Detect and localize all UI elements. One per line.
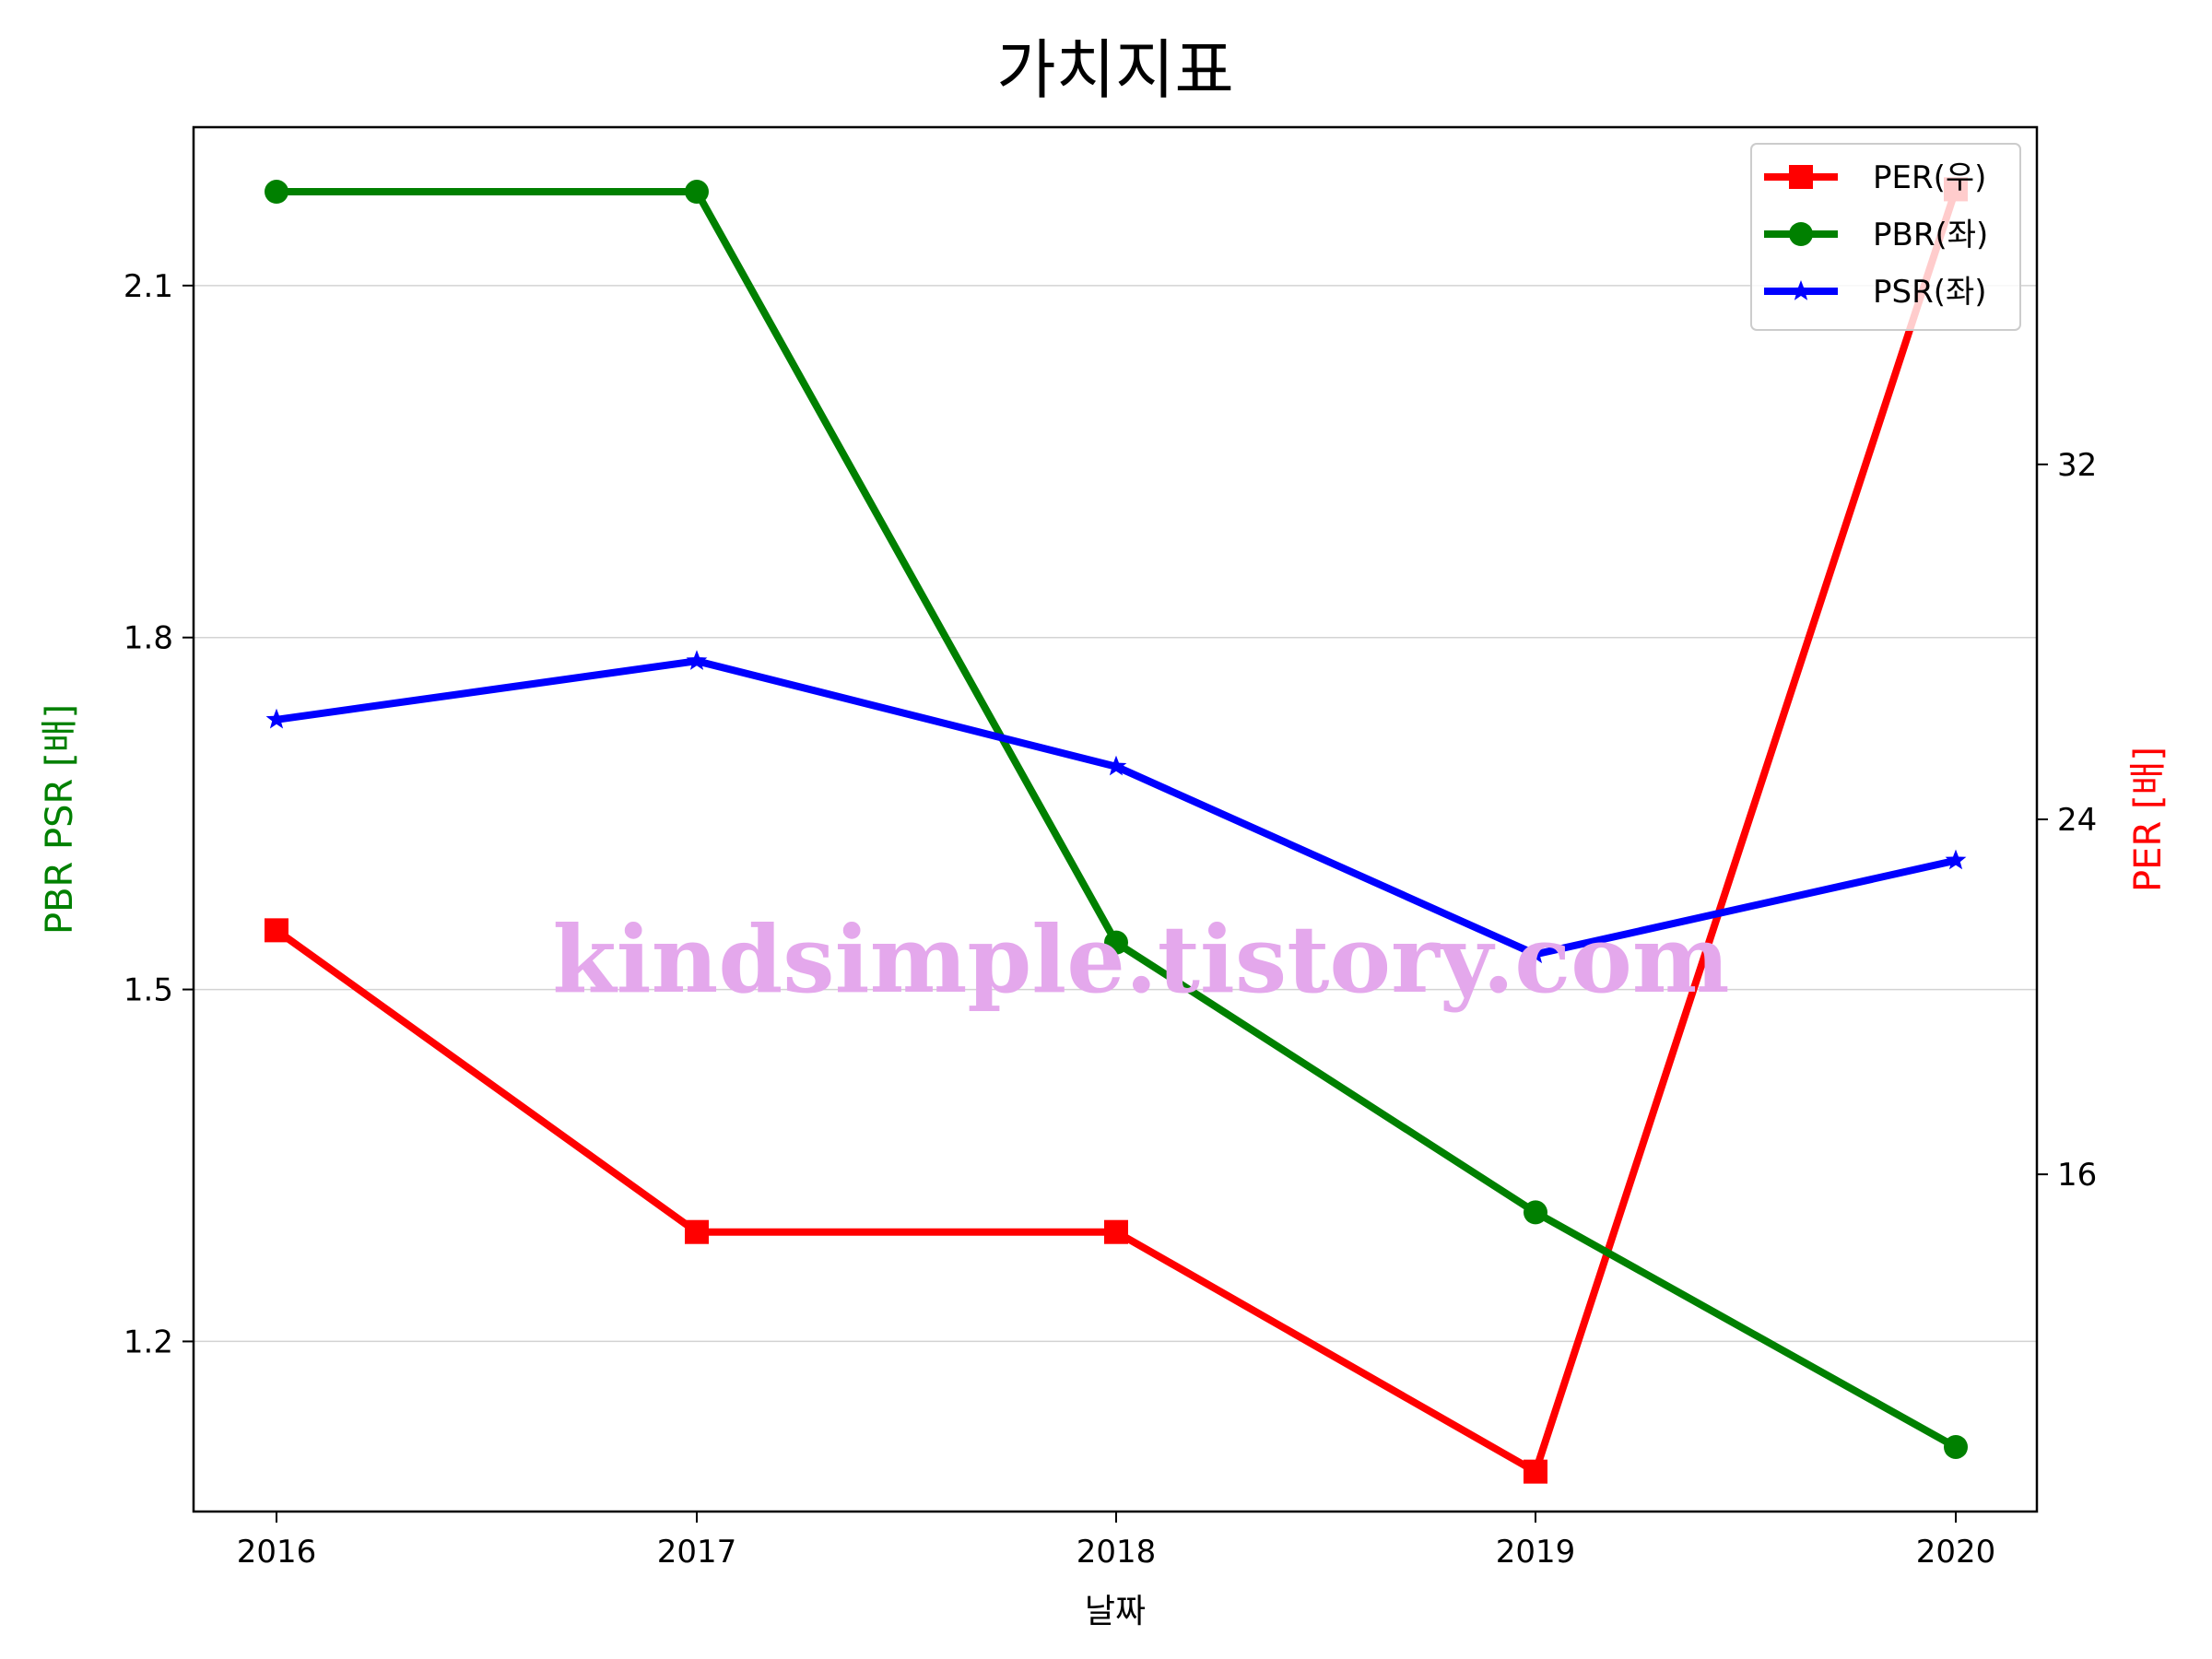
right-tick-label: 24 xyxy=(2057,802,2097,839)
data-point xyxy=(1945,849,1967,870)
tick-layer: 1.2 1.5 1.8 2.1 16 24 32 2016 2017 2018 2019 2020 xyxy=(124,268,2097,1571)
legend-swatch-marker xyxy=(1789,165,1813,189)
legend-items: PER(우) PBR(좌) PSR(좌) xyxy=(1764,159,1988,311)
legend-label: PSR(좌) xyxy=(1873,274,1987,311)
left-tick-label: 1.8 xyxy=(124,620,173,657)
data-point xyxy=(265,708,288,729)
data-point xyxy=(1524,943,1547,964)
data-point xyxy=(685,180,709,205)
data-point xyxy=(1524,1459,1547,1484)
series-3 xyxy=(265,650,1967,964)
watermark: kindsimple.tistory.com xyxy=(552,905,1729,1014)
x-axis-title: 날짜 xyxy=(1085,1593,1146,1630)
plot-area xyxy=(194,127,2037,1512)
legend-label: PER(우) xyxy=(1873,159,1986,196)
data-point xyxy=(685,1219,709,1244)
x-tick-label: 2017 xyxy=(657,1534,737,1571)
x-tick-label: 2016 xyxy=(237,1534,317,1571)
data-point xyxy=(265,918,288,943)
left-tick-label: 1.2 xyxy=(124,1324,173,1360)
data-point xyxy=(1105,755,1127,776)
x-tick-label: 2019 xyxy=(1496,1534,1576,1571)
left-tick-label: 2.1 xyxy=(124,268,173,305)
series-layer xyxy=(265,177,1968,1484)
left-axis-title: PBR PSR [배] xyxy=(39,704,81,935)
data-point xyxy=(1104,1219,1128,1244)
series-2 xyxy=(265,180,1968,1459)
legend-swatch-marker xyxy=(1789,222,1813,246)
left-tick-label: 1.5 xyxy=(124,972,173,1009)
legend: PER(우) PBR(좌) PSR(좌) xyxy=(1750,143,2021,331)
legend-label: PBR(좌) xyxy=(1873,217,1988,253)
right-axis-title: PER [배] xyxy=(2127,747,2170,892)
grid-lines xyxy=(194,285,2037,1343)
right-tick-label: 32 xyxy=(2057,447,2097,484)
data-point xyxy=(265,180,288,205)
x-tick-label: 2020 xyxy=(1916,1534,1996,1571)
data-point xyxy=(1944,1434,1968,1459)
legend-box xyxy=(1750,143,2021,331)
legend-swatch-marker xyxy=(1790,280,1812,300)
chart-title: 가치지표 xyxy=(996,32,1234,108)
data-point xyxy=(1104,930,1128,955)
data-point xyxy=(1524,1200,1547,1225)
x-tick-label: 2018 xyxy=(1077,1534,1157,1571)
data-point xyxy=(686,650,708,670)
right-tick-label: 16 xyxy=(2057,1157,2097,1194)
